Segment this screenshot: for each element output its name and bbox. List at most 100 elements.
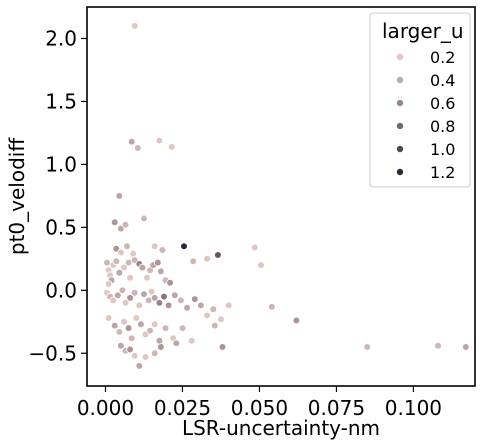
data-point [191,295,199,303]
legend-marker [395,167,404,176]
data-point [126,273,134,282]
data-point [137,320,145,329]
data-point [157,343,165,351]
data-point [120,317,128,326]
data-point [146,326,154,335]
legend-label: 0.8 [430,117,455,136]
y-tick-label: 0.0 [45,278,77,302]
data-point [138,263,147,272]
data-point [115,268,124,277]
y-tick-label: 1.0 [45,152,77,176]
data-point [147,287,156,296]
y-axis-ticks: −0.5 0.0 0.5 1.0 1.5 2.0 [28,26,87,365]
legend-marker [395,99,404,108]
y-tick-label: 1.5 [45,89,77,113]
legend-label: 1.0 [430,140,455,159]
data-point [157,267,165,276]
data-point [117,248,125,257]
data-point [110,218,119,227]
data-point [103,258,111,267]
y-tick-label: 0.5 [45,215,77,239]
data-point [129,250,138,258]
data-point [135,362,144,370]
legend-title: larger_u [382,19,464,43]
data-point [203,311,211,320]
data-point [164,301,173,310]
data-point [363,343,372,351]
data-point [130,351,139,360]
data-point [155,136,164,145]
data-point [143,273,151,282]
points-layer [103,22,470,370]
data-point [203,254,211,263]
data-point [140,290,148,298]
data-point [120,263,128,272]
data-point [166,278,174,287]
data-point [155,336,164,345]
data-point [161,324,170,332]
data-point [150,349,159,358]
data-point [177,296,185,305]
data-point [130,288,139,297]
data-point [217,315,225,324]
data-point [214,251,222,259]
data-point [155,299,164,307]
legend-label: 0.6 [430,94,455,113]
plot-frame [86,6,476,387]
data-point [150,242,159,251]
x-tick-label: 0.075 [308,396,365,420]
x-tick-label: 0.100 [385,396,442,420]
data-point [118,286,127,295]
data-point [211,321,219,330]
data-point [171,291,179,300]
data-point [461,343,470,351]
legend-marker [395,76,404,85]
data-point [121,299,130,307]
data-point [172,339,181,348]
data-point [115,192,124,200]
legend-label: 1.2 [430,163,455,182]
y-tick-label: 2.0 [45,26,77,50]
data-point [218,343,227,351]
x-tick-label: 0.050 [231,396,288,420]
data-point [251,243,259,252]
data-point [167,143,176,151]
data-point [121,221,130,229]
data-point [178,324,187,332]
data-point [115,328,124,336]
data-point [160,292,168,301]
data-point [197,301,205,310]
data-point [110,321,119,330]
y-axis-label: pt0_velodiff [5,137,29,255]
legend: larger_u 0.2 0.4 0.6 0.8 1.0 1.2 [369,12,471,188]
legend-marker [395,144,404,153]
data-point [132,314,141,322]
legend-box [369,12,471,188]
data-point [209,305,218,314]
data-point [109,296,117,305]
data-point [154,258,162,267]
y-tick-label: −0.5 [28,341,77,365]
data-point [180,242,188,251]
data-point [158,246,167,254]
data-point [224,301,233,310]
x-tick-label: 0.000 [77,396,134,420]
data-point [189,257,198,266]
data-point [134,144,142,152]
data-point [117,341,125,350]
data-point [267,302,276,311]
data-point [150,294,159,302]
data-point [127,137,136,146]
data-point [127,334,136,343]
data-point [126,294,134,302]
data-point [257,261,265,269]
legend-label: 0.4 [430,71,455,90]
x-tick-label: 0.025 [154,396,211,420]
data-point [141,353,150,361]
data-point [126,345,134,354]
data-point [112,257,121,266]
data-point [130,22,139,30]
legend-label: 0.2 [430,48,455,67]
legend-entries: 0.2 0.4 0.6 0.8 1.0 1.2 [395,48,455,182]
